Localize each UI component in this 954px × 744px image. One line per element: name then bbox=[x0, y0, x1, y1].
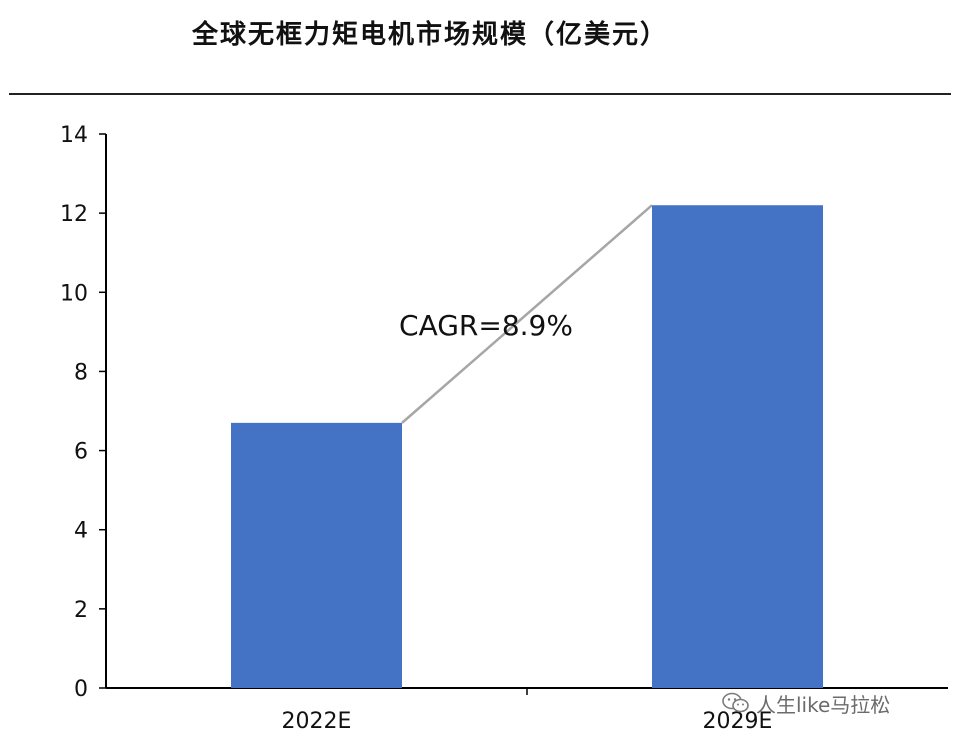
bar-2022E bbox=[231, 422, 402, 688]
y-tick-label: 10 bbox=[60, 281, 88, 306]
bar-series bbox=[231, 205, 823, 688]
x-tick-label: 2029E bbox=[703, 709, 773, 734]
y-axis-ticks: 0 2 4 6 8 10 12 14 bbox=[60, 123, 106, 702]
cagr-annotation: CAGR=8.9% bbox=[399, 309, 573, 342]
y-tick-label: 4 bbox=[74, 519, 88, 544]
watermark: 人生like马拉松 bbox=[722, 688, 890, 718]
y-tick-label: 0 bbox=[74, 677, 88, 702]
watermark-text: 人生like马拉松 bbox=[756, 692, 891, 717]
y-tick-label: 8 bbox=[74, 360, 88, 385]
y-tick-label: 2 bbox=[74, 598, 88, 623]
y-tick-label: 14 bbox=[60, 123, 88, 148]
x-tick-label: 2022E bbox=[282, 709, 352, 734]
y-tick-label: 6 bbox=[74, 440, 88, 465]
bar-2029E bbox=[652, 205, 823, 688]
cagr-connector bbox=[401, 204, 653, 424]
chart-title: 全球无框力矩电机市场规模（亿美元） bbox=[191, 20, 668, 50]
y-tick-label: 12 bbox=[60, 202, 88, 227]
wechat-icon bbox=[722, 692, 750, 714]
x-axis-labels: 2022E 2029E bbox=[282, 709, 773, 734]
title-divider bbox=[9, 93, 951, 95]
cagr-connector-line bbox=[401, 204, 653, 424]
